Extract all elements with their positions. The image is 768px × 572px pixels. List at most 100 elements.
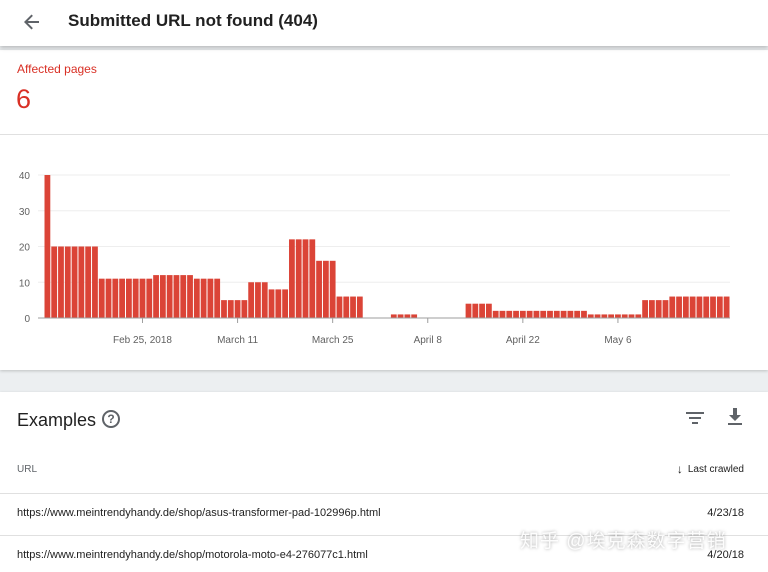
- chart-bar: [85, 246, 92, 318]
- chart-bar: [506, 310, 513, 318]
- chart-bar: [248, 282, 255, 318]
- chart-bar: [465, 303, 472, 318]
- chart-bar: [336, 296, 343, 318]
- chart-bar: [295, 239, 302, 318]
- chart-bar: [404, 314, 411, 318]
- chart-bar: [200, 278, 207, 318]
- examples-card: Examples ? URL ↓ Last crawled https://ww…: [0, 392, 768, 572]
- examples-title: Examples: [17, 410, 97, 430]
- table-row[interactable]: https://www.meintrendyhandy.de/shop/moto…: [0, 536, 768, 572]
- chart-bar: [159, 275, 166, 318]
- x-tick-label: May 6: [604, 335, 632, 346]
- y-tick-label: 40: [19, 171, 31, 182]
- chart-bar: [92, 246, 98, 318]
- chart-bar: [289, 239, 295, 318]
- chart-bar: [547, 310, 553, 318]
- x-tick-label: April 22: [506, 335, 540, 346]
- column-header-url: URL: [17, 464, 38, 475]
- sort-arrow-icon: ↓: [676, 462, 683, 476]
- chart-bar: [132, 278, 139, 318]
- chart-bar: [146, 278, 153, 318]
- chart-bar: [119, 278, 126, 318]
- chart-bar: [472, 303, 479, 318]
- x-tick-label: March 11: [217, 335, 258, 346]
- chart-bar: [234, 300, 241, 318]
- chart-bar: [635, 314, 642, 318]
- chart-bar: [703, 296, 710, 318]
- chart-bar: [411, 314, 418, 318]
- chart-bar: [601, 314, 608, 318]
- chart-bar: [329, 260, 336, 318]
- table-row[interactable]: https://www.meintrendyhandy.de/shop/asus…: [0, 494, 768, 534]
- y-tick-label: 30: [19, 207, 31, 218]
- chart-bar: [112, 278, 119, 318]
- row-url: https://www.meintrendyhandy.de/shop/asus…: [17, 507, 381, 519]
- chart-bar: [227, 300, 234, 318]
- chart-bar: [553, 310, 560, 318]
- row-date: 4/23/18: [707, 507, 744, 519]
- help-icon[interactable]: ?: [102, 410, 120, 428]
- chart-bar: [139, 278, 146, 318]
- chart-bar: [44, 175, 51, 318]
- chart-bar: [255, 282, 261, 318]
- chart-bar: [615, 314, 621, 318]
- chart-bar: [261, 282, 268, 318]
- row-url: https://www.meintrendyhandy.de/shop/moto…: [17, 549, 368, 561]
- chart-bar: [533, 310, 540, 318]
- chart-bar: [58, 246, 64, 318]
- chart-bar: [608, 314, 615, 318]
- chart-bar: [350, 296, 356, 318]
- chart-bar: [316, 260, 322, 318]
- divider: [0, 535, 768, 536]
- chart-bar: [309, 239, 316, 318]
- chart-bar: [275, 289, 282, 318]
- chart-bar: [356, 296, 363, 318]
- chart-bar: [662, 300, 669, 318]
- chart-bar: [560, 310, 567, 318]
- chart-bar: [282, 289, 289, 318]
- chart-bar: [105, 278, 112, 318]
- chart-bar: [485, 303, 492, 318]
- chart-bar: [78, 246, 85, 318]
- chart-bar: [126, 278, 132, 318]
- y-tick-label: 10: [19, 278, 31, 289]
- filter-icon[interactable]: [686, 410, 704, 426]
- arrow-back-icon: [24, 14, 39, 30]
- chart-bar: [221, 300, 227, 318]
- chart-bar: [519, 310, 526, 318]
- chart-bar: [567, 310, 574, 318]
- chart-bar: [492, 310, 499, 318]
- y-tick-label: 0: [24, 314, 30, 325]
- chart-bar: [153, 275, 159, 318]
- chart-bar: [574, 310, 581, 318]
- chart-bar: [302, 239, 309, 318]
- chart-bar: [689, 296, 696, 318]
- chart-bar: [648, 300, 655, 318]
- chart-bar: [540, 310, 547, 318]
- metric-label: Affected pages: [17, 62, 97, 76]
- affected-pages-card: Affected pages 6 0 10 20 30 40 Feb 25, 2018 Ma…: [0, 50, 768, 370]
- chart-bar: [397, 314, 404, 318]
- chart-bar: [214, 278, 221, 318]
- chart-bar: [696, 296, 703, 318]
- chart-bar: [716, 296, 723, 318]
- chart-bar: [513, 310, 519, 318]
- affected-pages-chart: 0 10 20 30 40 Feb 25, 2018 March 11 March 25 Apr…: [19, 171, 730, 346]
- chart-bar: [526, 310, 533, 318]
- chart-bar: [594, 314, 601, 318]
- chart-bar: [390, 314, 397, 318]
- back-button[interactable]: [18, 8, 46, 36]
- chart-bar: [587, 314, 594, 318]
- metric-value: 6: [16, 84, 32, 114]
- chart-bar: [628, 314, 635, 318]
- chart-bar: [268, 289, 275, 318]
- download-icon[interactable]: [727, 408, 743, 426]
- chart-bar: [621, 314, 628, 318]
- chart-bar: [499, 310, 506, 318]
- chart-bar: [51, 246, 58, 318]
- chart-bar: [166, 275, 173, 318]
- chart-bar: [64, 246, 71, 318]
- chart-bar: [669, 296, 676, 318]
- column-header-last-crawled[interactable]: ↓ Last crawled: [677, 462, 744, 476]
- y-tick-label: 20: [19, 243, 31, 254]
